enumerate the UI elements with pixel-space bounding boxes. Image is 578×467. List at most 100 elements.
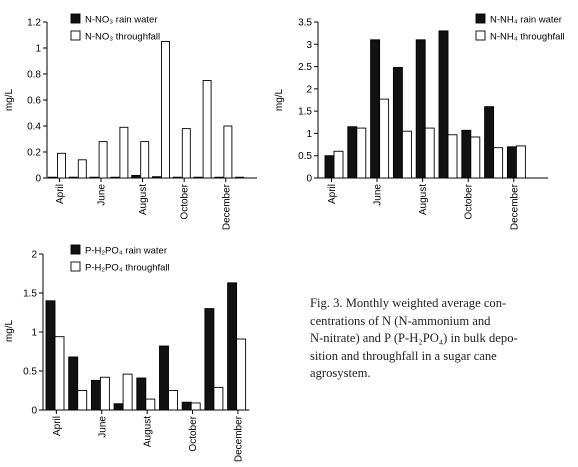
y-tick-label: 0.6 (27, 96, 41, 107)
x-tick-label: June (373, 184, 384, 206)
bar-throughfall (77, 159, 87, 179)
y-tick-label: 2 (31, 250, 37, 261)
x-tick-label: August (143, 416, 154, 447)
y-tick-label: 0.8 (27, 70, 41, 81)
bar-throughfall (333, 150, 344, 179)
legend-label: N-NH₄ throughfall (490, 32, 565, 43)
y-tick-label: 1 (306, 129, 312, 140)
y-tick-label: 0.5 (298, 151, 312, 162)
bar-rain-water (152, 176, 161, 179)
bar-throughfall (493, 147, 504, 179)
bar-throughfall (57, 152, 66, 179)
bar-rain-water (89, 176, 99, 179)
bar-rain-water (113, 403, 124, 411)
y-axis-label: mg/L (4, 319, 15, 342)
y-tick-label: 1 (35, 44, 41, 55)
bar-throughfall (447, 134, 458, 179)
legend-label: N-NH₄ rain water (490, 15, 562, 26)
bar-throughfall (99, 376, 110, 411)
caption-line: sition and throughfall in a sugar cane (310, 348, 497, 363)
bar-throughfall (213, 386, 224, 411)
bar-rain-water (68, 356, 79, 411)
x-tick-label: June (97, 184, 108, 206)
bar-throughfall (356, 127, 367, 179)
bar-rain-water (214, 176, 224, 179)
bar-rain-water (110, 176, 120, 179)
legend-label: P-H₂PO₄ rain water (85, 246, 167, 257)
bar-rain-water (392, 67, 403, 179)
x-tick-label: October (188, 415, 199, 451)
caption-line: N-nitrate) and P (P-H₂PO₄) in bulk depo- (310, 331, 518, 345)
bar-rain-water (90, 379, 101, 411)
bar-throughfall (515, 145, 526, 179)
bar-rain-water (347, 126, 358, 179)
bar-throughfall (379, 98, 390, 179)
legend-label: P-H₂PO₄ throughfall (85, 263, 170, 274)
bar-rain-water (438, 30, 449, 179)
bar-rain-water (159, 345, 169, 411)
legend-swatch (475, 13, 486, 24)
bar-rain-water (131, 174, 141, 179)
bar-throughfall (145, 398, 156, 411)
x-tick-label: December (221, 183, 232, 230)
x-tick-label: October (464, 183, 475, 219)
x-tick-label: October (180, 183, 191, 219)
y-tick-label: 3 (306, 40, 312, 51)
legend-label: N-NO₃ rain water (85, 15, 158, 26)
y-tick-label: 1.2 (27, 18, 41, 29)
bar-throughfall (424, 127, 435, 179)
y-tick-label: 0.4 (27, 122, 41, 133)
legend-swatch (70, 13, 81, 24)
bar-rain-water (235, 176, 245, 179)
x-tick-label: December (509, 183, 520, 230)
x-tick-label: April (52, 416, 63, 436)
bar-rain-water (136, 377, 147, 411)
y-tick-label: 0 (306, 174, 312, 185)
x-tick-label: April (55, 184, 66, 204)
bar-rain-water (484, 106, 495, 179)
bar-throughfall (119, 126, 129, 179)
bar-throughfall (54, 336, 65, 411)
y-tick-label: 0 (31, 406, 37, 417)
y-tick-label: 0.5 (23, 367, 37, 378)
y-tick-label: 2 (306, 84, 312, 95)
bar-throughfall (168, 390, 178, 411)
x-tick-label: August (418, 184, 429, 215)
bar-throughfall (181, 128, 191, 179)
bar-throughfall (161, 41, 170, 179)
x-tick-label: December (233, 415, 244, 462)
figure-caption: Fig. 3. Monthly weighted average con- ce… (310, 295, 568, 383)
bar-rain-water (68, 176, 78, 179)
bar-throughfall (140, 141, 150, 179)
bar-throughfall (77, 390, 88, 411)
chart-ammonium: 0 0.5 1 1.5 2 2.5 3 3.5 mg/L April June August Octob… (274, 13, 565, 230)
legend-swatch (475, 30, 486, 41)
caption-line: Fig. 3. Monthly weighted average con- (310, 296, 507, 310)
x-tick-label: June (97, 416, 108, 438)
y-tick-label: 3.5 (298, 18, 312, 29)
y-tick-label: 0.2 (27, 148, 41, 159)
legend-label: N-NO₃ throughfall (85, 32, 160, 43)
bar-rain-water (172, 176, 182, 179)
bar-rain-water (227, 282, 238, 411)
bar-throughfall (223, 125, 233, 179)
bar-throughfall (236, 338, 247, 411)
bar-throughfall (401, 130, 412, 179)
legend-swatch (70, 244, 81, 255)
y-tick-label: 1.5 (298, 107, 312, 118)
bar-throughfall (98, 141, 108, 179)
legend-swatch (70, 261, 81, 272)
bar-throughfall (470, 136, 481, 179)
bar-throughfall (202, 80, 212, 179)
bar-throughfall (190, 402, 201, 411)
x-tick-label: August (138, 184, 149, 215)
caption-line: centrations of N (N-ammonium and (310, 313, 491, 328)
caption-line: agrosystem. (310, 366, 371, 380)
bar-rain-water (324, 155, 335, 179)
bar-rain-water (461, 129, 472, 179)
chart-phosphate: 0 0.5 1 1.5 2 mg/L April June August October Decem… (4, 244, 250, 462)
bar-rain-water (415, 39, 426, 179)
chart-nitrate: 0 0.2 0.4 0.6 0.8 1 1.2 mg/L April June August Octo… (4, 13, 257, 230)
bar-rain-water (370, 39, 381, 179)
